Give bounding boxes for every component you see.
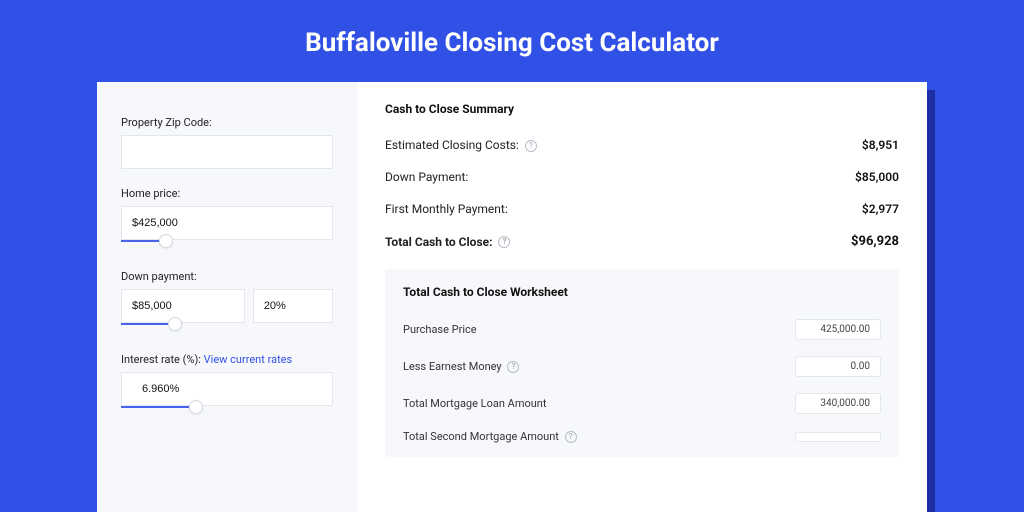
down-payment-group: Down payment: [121, 270, 333, 335]
interest-rate-input[interactable] [121, 372, 333, 406]
summary-title: Cash to Close Summary [385, 102, 899, 116]
help-icon[interactable]: ? [498, 236, 510, 248]
home-price-input[interactable] [121, 206, 333, 240]
interest-rate-slider[interactable] [121, 404, 333, 418]
help-icon[interactable]: ? [507, 361, 519, 373]
zip-label: Property Zip Code: [121, 116, 333, 129]
view-rates-link[interactable]: View current rates [204, 353, 293, 366]
summary-total-label: Total Cash to Close: [385, 235, 492, 249]
worksheet-value: 0.00 [795, 356, 881, 377]
worksheet-row-purchase-price: Purchase Price 425,000.00 [403, 313, 881, 350]
calculator-card: Property Zip Code: Home price: Down paym… [97, 82, 927, 512]
interest-rate-group: Interest rate (%): View current rates [121, 353, 333, 418]
worksheet-row-second-mortgage: Total Second Mortgage Amount ? [403, 424, 881, 453]
worksheet-label: Total Second Mortgage Amount [403, 430, 559, 443]
summary-label: Estimated Closing Costs: [385, 138, 519, 152]
home-price-group: Home price: [121, 187, 333, 252]
worksheet-row-mortgage-amount: Total Mortgage Loan Amount 340,000.00 [403, 387, 881, 424]
summary-value: $2,977 [862, 202, 899, 216]
slider-thumb-icon[interactable] [159, 234, 173, 248]
slider-thumb-icon[interactable] [189, 400, 203, 414]
worksheet-value: 425,000.00 [795, 319, 881, 340]
summary-label: First Monthly Payment: [385, 202, 508, 216]
summary-total-value: $96,928 [851, 234, 899, 249]
worksheet-label: Less Earnest Money [403, 360, 502, 373]
worksheet-label: Purchase Price [403, 323, 477, 336]
results-pane: Cash to Close Summary Estimated Closing … [357, 82, 927, 512]
help-icon[interactable]: ? [565, 431, 577, 443]
summary-value: $8,951 [862, 138, 899, 152]
slider-thumb-icon[interactable] [168, 317, 182, 331]
zip-group: Property Zip Code: [121, 116, 333, 169]
summary-label: Down Payment: [385, 170, 468, 184]
home-price-slider[interactable] [121, 238, 333, 252]
worksheet-label: Total Mortgage Loan Amount [403, 397, 546, 410]
summary-row-first-payment: First Monthly Payment: $2,977 [385, 194, 899, 226]
summary-value: $85,000 [855, 170, 899, 184]
worksheet-value: 340,000.00 [795, 393, 881, 414]
interest-rate-label: Interest rate (%): View current rates [121, 353, 333, 366]
worksheet-panel: Total Cash to Close Worksheet Purchase P… [385, 269, 899, 457]
down-payment-label: Down payment: [121, 270, 333, 283]
worksheet-row-earnest-money: Less Earnest Money ? 0.00 [403, 350, 881, 387]
page-title: Buffaloville Closing Cost Calculator [0, 0, 1024, 82]
inputs-pane: Property Zip Code: Home price: Down paym… [97, 82, 357, 512]
summary-row-closing-costs: Estimated Closing Costs: ? $8,951 [385, 130, 899, 162]
zip-input[interactable] [121, 135, 333, 169]
home-price-label: Home price: [121, 187, 333, 200]
summary-row-total: Total Cash to Close: ? $96,928 [385, 226, 899, 259]
down-payment-pct-input[interactable] [253, 289, 333, 323]
interest-rate-label-text: Interest rate (%): [121, 353, 201, 366]
summary-row-down-payment: Down Payment: $85,000 [385, 162, 899, 194]
down-payment-input[interactable] [121, 289, 245, 323]
worksheet-title: Total Cash to Close Worksheet [403, 285, 881, 299]
worksheet-value [795, 432, 881, 442]
down-payment-slider[interactable] [121, 321, 333, 335]
help-icon[interactable]: ? [525, 140, 537, 152]
